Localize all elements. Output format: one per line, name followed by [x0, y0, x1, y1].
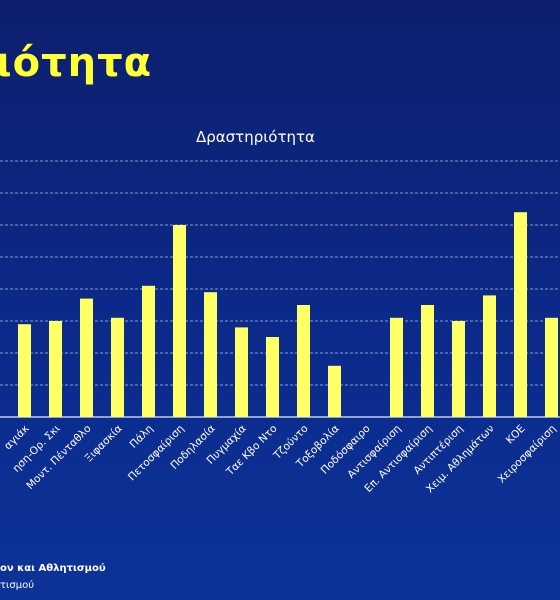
x-tick-label: αγιάκ	[2, 423, 32, 453]
bar	[204, 292, 217, 417]
bar	[111, 317, 124, 417]
x-tick-label: ΚΟΕ	[504, 423, 528, 447]
bar	[514, 212, 527, 417]
footer-subtitle: τισμού	[0, 580, 35, 591]
slide-title: ιότητα	[0, 40, 153, 86]
footer-organization: ον και Αθλητισμού	[0, 563, 106, 574]
bar	[421, 305, 434, 417]
x-tick-label: Πάλη	[128, 423, 156, 451]
bar	[452, 321, 465, 417]
bar	[18, 324, 31, 417]
bar	[235, 327, 248, 417]
bar	[266, 337, 279, 417]
bar	[390, 317, 403, 417]
chart-title: Δραστηριότητα	[196, 128, 315, 146]
x-tick-label: Χειροσφαίριση	[496, 423, 559, 486]
bar	[483, 295, 496, 417]
bar	[80, 298, 93, 417]
bar	[142, 285, 155, 417]
bar	[328, 365, 341, 417]
bar	[49, 321, 62, 417]
bar	[297, 305, 310, 417]
bar	[173, 225, 186, 417]
bar	[545, 317, 558, 417]
